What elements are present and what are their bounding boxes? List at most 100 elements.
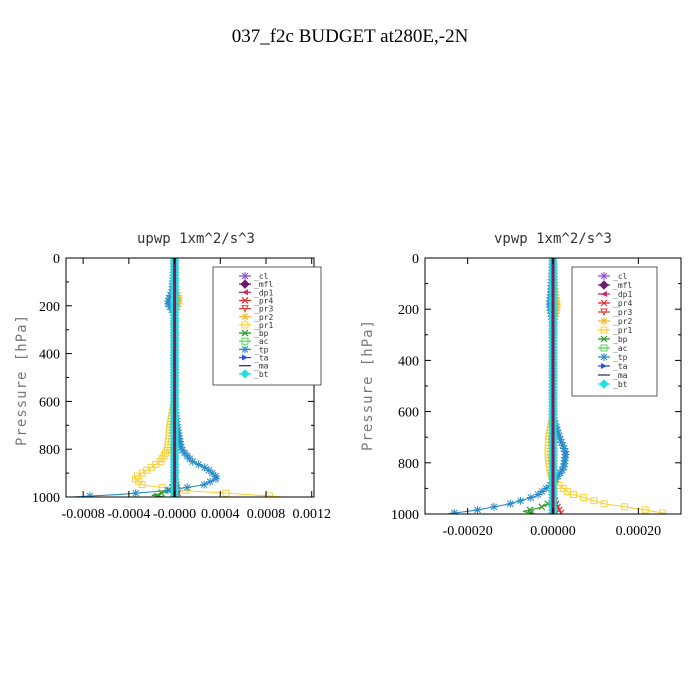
legend-box — [212, 266, 322, 386]
chart-panel-upwp: upwp 1xm^2/s^3 Pressure [hPa] 0 200 400 600 80… — [14, 231, 331, 522]
legend-marker — [241, 305, 249, 313]
legend-label: _ta — [254, 354, 269, 363]
y-tick-label: 1000 — [32, 491, 60, 506]
data-point — [527, 509, 535, 514]
data-point — [165, 294, 174, 303]
data-point — [560, 444, 569, 453]
data-point — [177, 443, 186, 452]
data-point — [556, 469, 565, 478]
legend: _cl_mfl_dp1_pr4_pr3_pr2_pr1_bp_ac_tp_ta_… — [571, 266, 658, 397]
data-point — [553, 472, 562, 481]
data-point — [558, 441, 567, 450]
y-tick-label: 600 — [398, 406, 419, 421]
legend-label: _ma — [613, 371, 628, 380]
legend-label: _bt — [254, 370, 269, 379]
data-point — [506, 499, 515, 508]
data-point — [188, 457, 197, 466]
data-point — [176, 440, 185, 449]
legend-label: _pr4 — [613, 299, 632, 308]
legend-label: _mfl — [254, 280, 273, 289]
legend-marker — [241, 297, 249, 304]
legend-marker — [600, 308, 608, 317]
data-point — [559, 462, 568, 471]
data-point — [557, 509, 565, 514]
y-tick-label: 1000 — [391, 508, 419, 523]
data-point — [164, 299, 173, 308]
x-tick-label: -0.0000 — [153, 507, 196, 522]
chart-panel-vpwp: vpwp 1xm^2/s^3 Pressure [hPa] 0 200 400 600 80… — [360, 231, 682, 539]
legend-marker — [241, 312, 249, 321]
y-tick-label: 400 — [398, 354, 419, 369]
data-point — [131, 489, 140, 497]
legend-marker — [601, 363, 607, 369]
data-point — [580, 494, 588, 502]
data-point — [175, 434, 184, 443]
legend-label: _ma — [254, 362, 269, 371]
y-axis-label: Pressure [hPa] — [14, 314, 30, 446]
data-point — [641, 506, 649, 514]
data-point — [526, 493, 535, 502]
data-point — [533, 490, 542, 499]
y-tick-label: 600 — [39, 395, 60, 410]
legend-label: _cl — [613, 272, 628, 281]
data-point — [206, 477, 215, 486]
data-point — [473, 505, 482, 514]
x-tick-label: 0.00000 — [530, 524, 576, 539]
y-tick-label: 0 — [412, 252, 419, 267]
legend-label: _pr2 — [613, 317, 632, 326]
legend-label: _bt — [613, 380, 628, 389]
data-point — [538, 487, 547, 496]
x-tick-label: -0.0008 — [62, 507, 105, 522]
data-point — [183, 483, 192, 492]
y-axis-label: Pressure [hPa] — [360, 319, 376, 451]
data-point — [194, 460, 203, 469]
data-point — [569, 491, 577, 499]
x-tick-label: 0.0008 — [247, 507, 286, 522]
legend-label: _dp1 — [254, 288, 273, 297]
legend-label: _ac — [254, 337, 269, 346]
data-point — [86, 492, 94, 497]
legend-label: _pr1 — [613, 326, 632, 335]
legend-label: _pr3 — [613, 308, 632, 317]
legend-marker — [242, 354, 248, 361]
legend: _cl_mfl_dp1_pr4_pr3_pr2_pr1_bp_ac_tp_ta_… — [212, 266, 322, 386]
legend-marker — [241, 272, 249, 280]
legend-label: _pr3 — [254, 305, 273, 314]
x-tick-label: 0.00020 — [616, 524, 662, 539]
panel-title: vpwp 1xm^2/s^3 — [494, 231, 612, 247]
legend-marker — [599, 280, 609, 290]
data-point — [555, 432, 564, 441]
data-point — [590, 497, 598, 505]
data-point — [200, 463, 209, 472]
legend-marker — [599, 379, 609, 389]
data-point — [516, 496, 525, 505]
legend-marker — [600, 344, 608, 352]
y-tick-label: 0 — [53, 252, 60, 267]
legend-label: _ac — [613, 344, 628, 353]
y-tick-label: 800 — [398, 457, 419, 472]
legend-marker — [600, 353, 608, 361]
data-point — [557, 438, 566, 447]
legend-marker — [241, 345, 249, 354]
data-point — [621, 503, 629, 511]
data-point — [450, 508, 459, 514]
legend-label: _bp — [613, 335, 628, 344]
data-point — [208, 469, 217, 478]
x-tick-label: -0.0004 — [107, 507, 150, 522]
data-point — [542, 484, 551, 493]
legend-label: _mfl — [613, 281, 632, 290]
legend-marker — [600, 326, 608, 334]
data-point — [163, 486, 172, 495]
panel-title: upwp 1xm^2/s^3 — [137, 231, 255, 247]
legend-label: _pr4 — [254, 296, 273, 305]
legend-marker — [600, 317, 608, 325]
legend-marker — [241, 329, 249, 337]
legend-marker — [240, 279, 250, 289]
legend-label: _pr1 — [254, 321, 273, 330]
data-point — [554, 429, 563, 438]
legend-label: _tp — [254, 345, 269, 354]
legend-marker — [240, 369, 250, 379]
data-point — [154, 492, 162, 497]
legend-marker — [601, 291, 607, 297]
